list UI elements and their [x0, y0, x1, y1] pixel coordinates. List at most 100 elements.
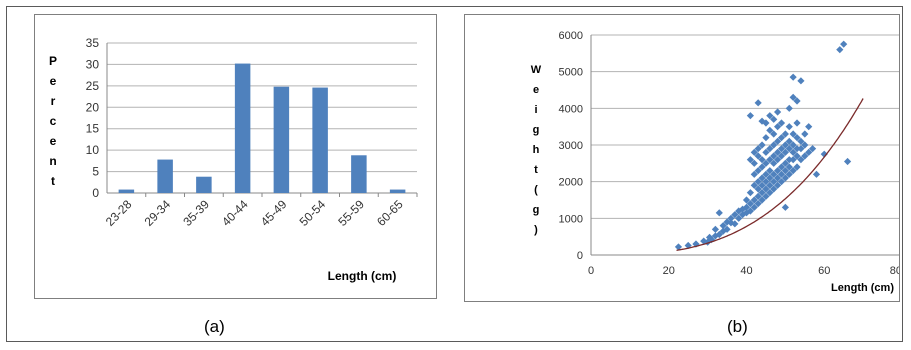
data-point	[766, 145, 774, 153]
y-tick-label: 0	[92, 186, 99, 200]
x-tick-label: 45-49	[258, 197, 290, 229]
data-point	[777, 145, 786, 153]
data-point	[742, 196, 751, 204]
data-point	[793, 163, 801, 171]
data-point	[758, 117, 766, 125]
data-point	[785, 145, 793, 153]
data-point	[758, 181, 766, 189]
data-point	[750, 181, 758, 189]
data-point	[789, 93, 797, 101]
data-point	[843, 157, 852, 166]
y-tick-label: 3000	[559, 140, 583, 152]
data-point	[762, 178, 770, 186]
data-point	[840, 40, 848, 48]
y-tick-label: 4000	[559, 103, 583, 115]
data-point	[781, 130, 789, 138]
y-tick-label: 15	[86, 122, 100, 136]
y-tick-label: 20	[86, 100, 100, 114]
data-point	[754, 167, 762, 175]
data-point	[781, 148, 789, 156]
data-point	[754, 200, 762, 208]
data-point	[770, 115, 778, 123]
data-point	[750, 196, 758, 204]
data-point	[762, 159, 770, 167]
y-axis-label-letter: n	[49, 154, 56, 168]
caption-a: (a)	[204, 317, 225, 336]
y-axis-label-letter: e	[50, 134, 57, 148]
x-tick-label: 23-28	[103, 197, 135, 229]
data-point	[777, 134, 786, 142]
data-point	[746, 207, 754, 215]
y-tick-label: 1000	[559, 213, 583, 225]
bar	[312, 87, 328, 193]
data-point	[762, 185, 770, 193]
data-point	[723, 225, 731, 233]
data-point	[785, 104, 793, 112]
data-point	[785, 170, 793, 178]
data-point	[750, 148, 758, 156]
data-point	[754, 185, 762, 193]
data-point	[758, 196, 766, 204]
data-point	[789, 73, 797, 81]
y-axis-label-letter: g	[533, 204, 540, 216]
data-point	[700, 237, 708, 245]
y-tick-label: 0	[577, 250, 583, 262]
data-point	[781, 141, 789, 149]
data-point	[762, 119, 770, 127]
data-point	[770, 185, 778, 193]
data-point	[674, 243, 683, 251]
y-axis-label-letter: r	[51, 94, 56, 108]
data-point	[797, 137, 805, 145]
data-point	[758, 174, 766, 182]
data-point	[754, 178, 762, 186]
data-point	[750, 203, 758, 211]
data-point	[754, 99, 762, 107]
y-tick-label: 30	[86, 57, 100, 71]
data-point	[762, 192, 770, 200]
data-point	[789, 130, 797, 138]
data-point	[770, 159, 778, 167]
data-point	[766, 156, 774, 164]
y-tick-label: 10	[86, 143, 100, 157]
data-point	[770, 152, 778, 160]
bar	[273, 86, 290, 193]
data-point	[754, 145, 762, 153]
data-point	[746, 112, 754, 120]
data-point	[719, 227, 727, 235]
data-point	[789, 167, 797, 175]
data-point	[793, 97, 801, 105]
data-point	[836, 46, 844, 54]
data-point	[758, 189, 766, 197]
data-point	[770, 178, 778, 186]
data-point	[731, 211, 739, 219]
data-point	[789, 148, 797, 156]
data-point	[754, 152, 762, 160]
data-point	[774, 174, 782, 182]
y-tick-label: 6000	[559, 30, 583, 42]
data-point	[805, 123, 813, 131]
x-tick-label: 50-54	[297, 197, 329, 229]
data-point	[805, 148, 813, 156]
data-point	[746, 200, 754, 208]
data-point	[766, 167, 774, 175]
data-point	[785, 123, 793, 131]
y-axis-label-letter: P	[49, 54, 57, 68]
data-point	[739, 211, 747, 219]
data-point	[808, 145, 817, 153]
data-point	[746, 156, 754, 164]
caption-b: (b)	[727, 317, 748, 336]
y-tick-label: 5000	[559, 67, 583, 79]
x-tick-label: 55-59	[335, 197, 367, 229]
y-axis-label-letter: g	[533, 124, 540, 136]
y-axis-label-letter: t	[534, 164, 538, 176]
y-axis-label-letter: t	[51, 174, 55, 188]
y-axis-label-letter: W	[531, 64, 542, 76]
y-axis-label-letter: (	[534, 184, 538, 196]
x-tick-label: 60	[818, 265, 830, 277]
y-axis-label-letter: )	[534, 224, 538, 236]
data-point	[766, 181, 774, 189]
data-point	[731, 220, 739, 228]
data-point	[735, 207, 743, 215]
data-point	[754, 192, 762, 200]
